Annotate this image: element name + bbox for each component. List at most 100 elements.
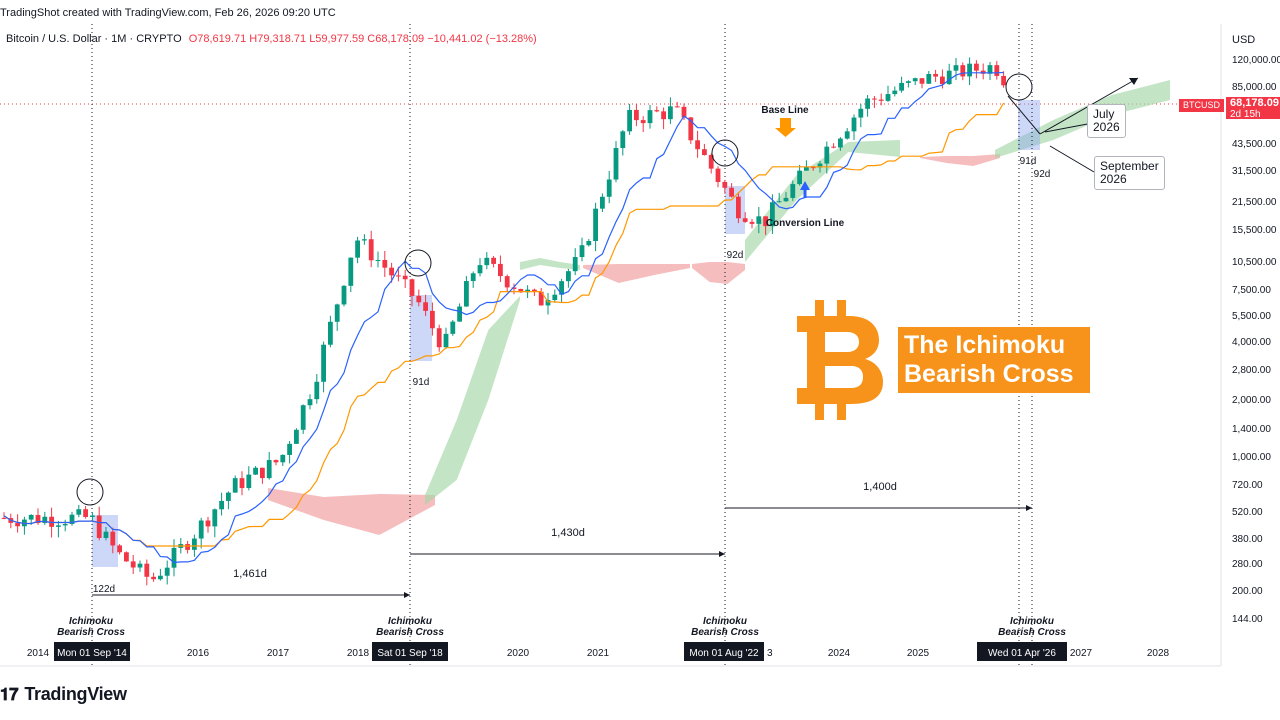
time-tick-label: 2027 (1070, 648, 1093, 659)
conversion-line-arrow (800, 181, 810, 198)
candle-body (600, 196, 605, 209)
cross-label-line-1: Ichimoku (388, 616, 432, 627)
cycle-span-label: 1,400d (863, 481, 897, 493)
candle-body (328, 321, 333, 345)
candle-body (83, 509, 88, 518)
candle-body (76, 509, 82, 515)
price-tick-label: 21,500.00 (1232, 197, 1277, 208)
time-tick-label: 2025 (907, 648, 930, 659)
candle-body (919, 78, 925, 84)
candle-body (586, 240, 592, 246)
price-tick-label: 120,000.00 (1232, 55, 1280, 66)
cloud-segment (583, 264, 690, 283)
candle-body (946, 70, 952, 85)
top-bar: TradingShot created with TradingView.com… (0, 0, 1280, 24)
candle-body (368, 239, 374, 261)
candle-body (280, 454, 286, 463)
candle-body (396, 275, 401, 277)
candle-body (28, 514, 34, 520)
tradingview-logo-icon: 𝟏𝟕 (0, 685, 19, 704)
title-line-2: Bearish Cross (904, 360, 1074, 388)
candle-body (334, 304, 340, 322)
candle-body (572, 257, 578, 272)
candle-body (90, 515, 95, 518)
price-axis: USD 120,000.00 85,000.00 43,500.00 31,500.00… (1232, 34, 1280, 625)
candle-body (736, 196, 741, 219)
candle-body (130, 561, 136, 568)
candle-body (722, 181, 728, 188)
candle-body (158, 575, 163, 580)
candle-body (62, 523, 68, 526)
price-tick-label: 520.00 (1232, 507, 1263, 518)
candle-body (464, 281, 469, 307)
cross-date-tag (977, 642, 1067, 661)
ohlc-values: O78,619.71 H79,318.71 L59,977.59 C68,178… (188, 33, 537, 45)
time-tick-label: 3 (767, 648, 773, 659)
candle-body (35, 514, 41, 524)
cycle-span-arrowhead (404, 592, 410, 598)
price-tick-label: 1,000.00 (1232, 452, 1271, 463)
price-chart[interactable]: 1,461d 1,430d 1,400d USD 120,000.00 85,000.0… (0, 24, 1280, 680)
candle-body (708, 155, 714, 169)
candle-body (219, 500, 224, 510)
credit-text: TradingShot created with TradingView.com… (0, 7, 336, 19)
candle-body (164, 567, 170, 576)
candle-body (192, 538, 197, 550)
projection-line (1007, 95, 1041, 135)
candle-body (838, 138, 843, 148)
candle-body (423, 302, 428, 311)
drop-duration-label: 92d (1034, 169, 1051, 180)
cross-date-label: Sat 01 Sep '18 (377, 648, 443, 659)
candle-body (42, 516, 48, 524)
cross-label-line-2: Bearish Cross (691, 627, 759, 638)
price-tick-label: 85,000.00 (1232, 82, 1277, 93)
cross-date-label: Mon 01 Aug '22 (689, 648, 759, 659)
drop-duration-label: 92d (727, 250, 744, 261)
cycle-span-arrowhead (1026, 505, 1032, 511)
projection-arrowhead (1129, 78, 1138, 85)
candle-body (294, 429, 299, 444)
bar-countdown: 2d 15h (1230, 109, 1261, 120)
candle-body (702, 149, 707, 156)
ichimoku-cloud (268, 80, 1170, 535)
candle-body (783, 197, 789, 202)
conversion-line-series (3, 71, 1004, 564)
candle-body (124, 552, 129, 562)
cloud-segment (692, 262, 745, 284)
drop-duration-label: 91d (413, 377, 430, 388)
candle-body (144, 563, 150, 577)
candle-body (640, 120, 646, 124)
candle-body (647, 110, 653, 124)
candle-body (430, 310, 435, 329)
last-price: 68,178.09 (1230, 97, 1279, 109)
candle-body (776, 201, 782, 203)
candle-body (253, 467, 258, 475)
candle-body (654, 110, 660, 112)
candle-body (906, 81, 911, 83)
candle-body (532, 289, 537, 292)
base-line-arrow (775, 118, 796, 137)
candle-body (110, 531, 116, 546)
candle-body (402, 275, 408, 280)
cross-circle-marker (1005, 73, 1033, 101)
candle-body (926, 73, 932, 84)
time-tick-label: 2021 (587, 648, 610, 659)
price-tick-label: 200.00 (1232, 586, 1263, 597)
candle-body (307, 399, 313, 406)
candle-body (137, 563, 143, 568)
candle-body (389, 267, 394, 276)
brand-name: TradingView (24, 684, 127, 704)
cross-label-line-2: Bearish Cross (57, 627, 125, 638)
candle-body (56, 525, 61, 527)
cross-date-tag (684, 642, 764, 661)
candle-body (756, 216, 762, 224)
candle-body (1, 517, 7, 519)
candle-body (300, 405, 306, 430)
time-tick-label: 2017 (267, 648, 290, 659)
candle-body (742, 218, 748, 222)
candle-body (606, 179, 612, 197)
candle-body (851, 117, 857, 132)
candle-body (790, 184, 796, 198)
tradingview-logo[interactable]: 𝟏𝟕 TradingView (0, 684, 127, 705)
cloud-segment (425, 296, 520, 505)
